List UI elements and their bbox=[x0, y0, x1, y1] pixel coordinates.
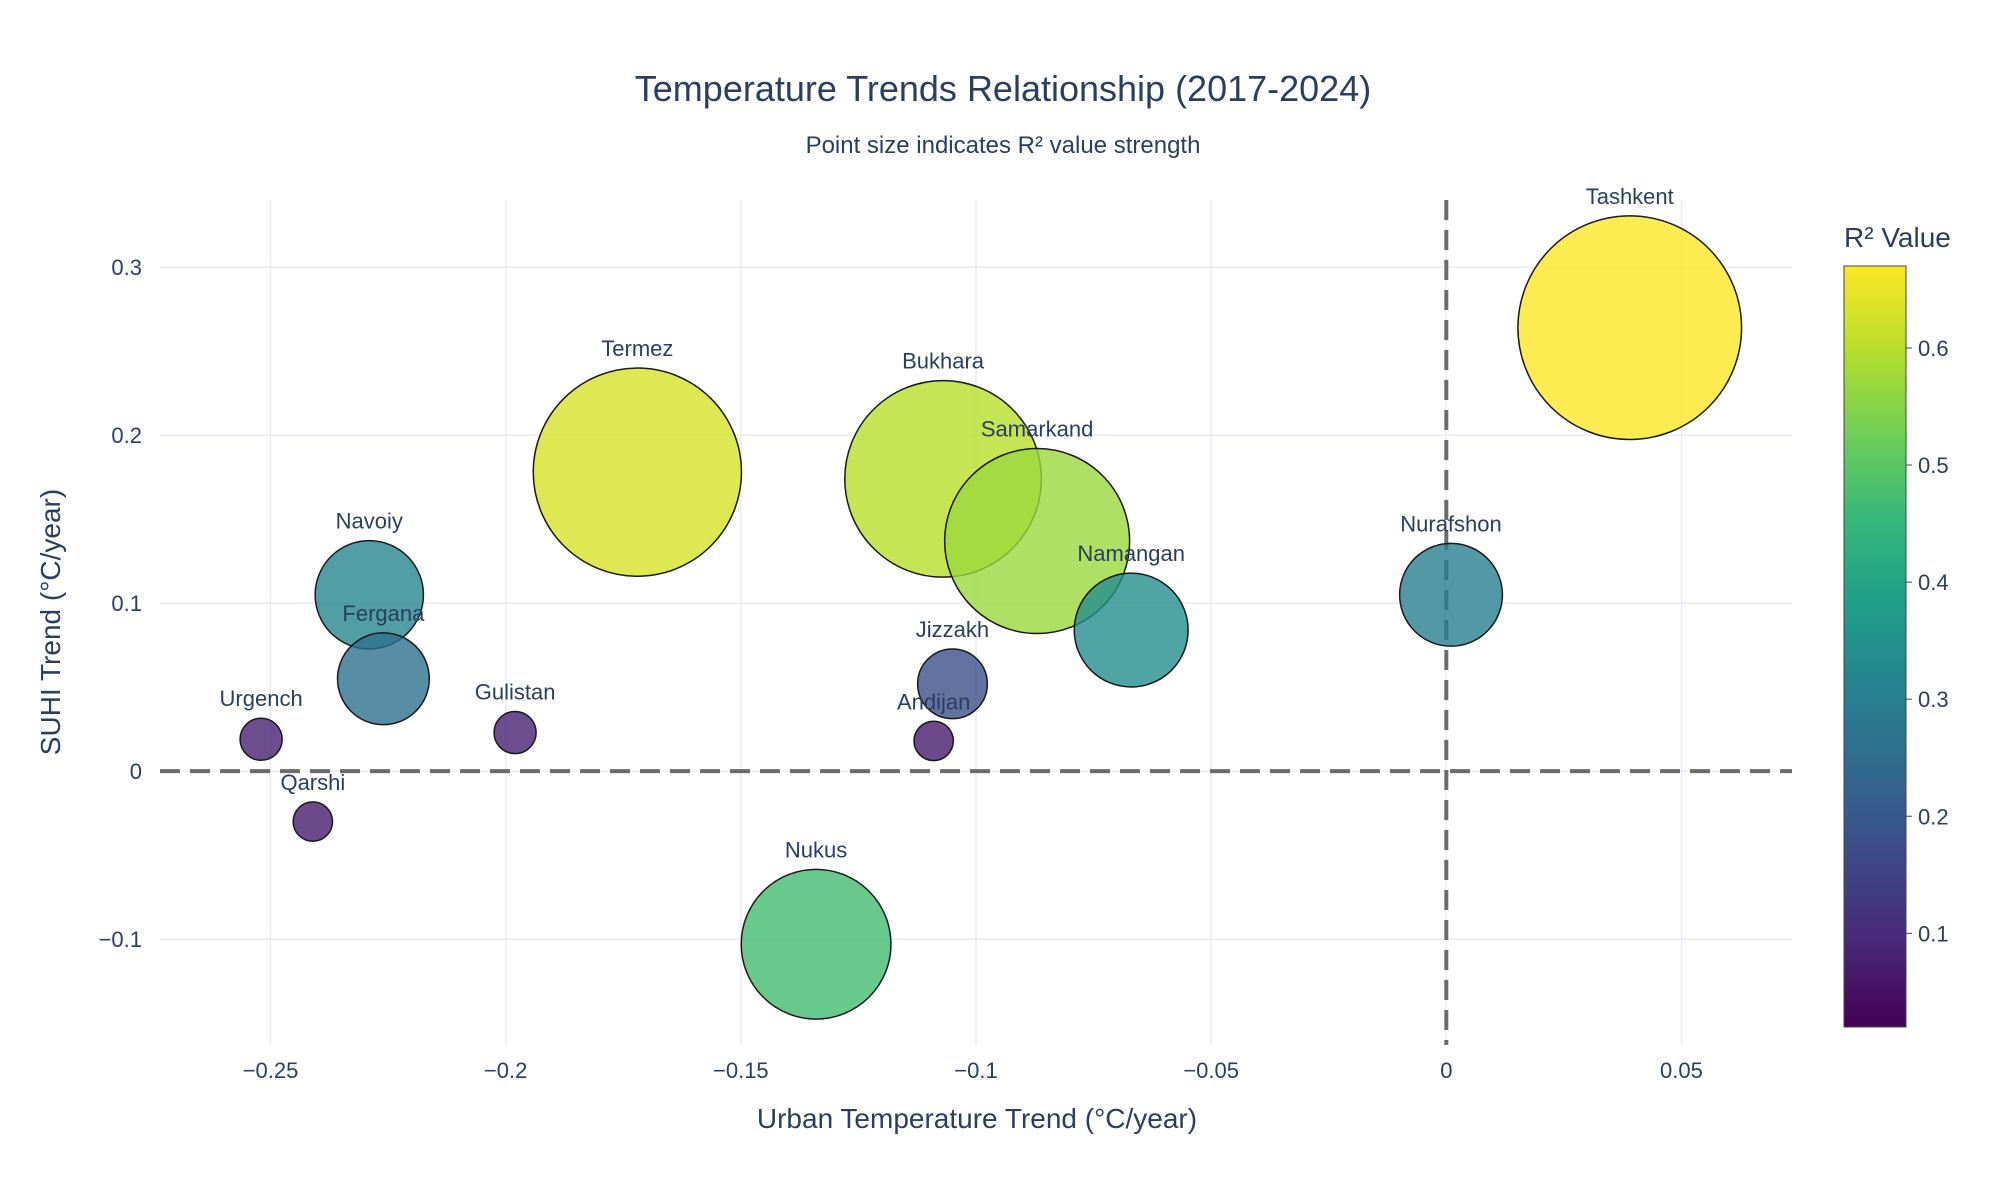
data-point[interactable] bbox=[913, 720, 955, 762]
point-label: Termez bbox=[601, 336, 673, 361]
data-point[interactable] bbox=[292, 801, 334, 842]
data-point[interactable] bbox=[1517, 215, 1743, 441]
point-label: Samarkand bbox=[981, 417, 1094, 442]
colorbar-tick-label: 0.1 bbox=[1918, 921, 1949, 946]
y-tick-label: 0.3 bbox=[111, 255, 142, 280]
colorbar-ticks: 0.1 0.2 0.3 0.4 0.5 0.6 bbox=[1906, 336, 1949, 946]
data-point[interactable] bbox=[740, 868, 892, 1020]
point-label: Gulistan bbox=[475, 679, 556, 704]
x-tick-label: −0.1 bbox=[954, 1058, 997, 1083]
data-points bbox=[239, 215, 1743, 1020]
data-point[interactable] bbox=[314, 539, 425, 650]
x-axis-ticks: −0.25 −0.2 −0.15 −0.1 −0.05 0 0.05 bbox=[243, 1058, 1703, 1083]
point-label: Tashkent bbox=[1586, 184, 1674, 209]
point-labels: Tashkent Termez Bukhara Samarkand Nukus Navoi… bbox=[220, 184, 1674, 862]
y-tick-label: 0 bbox=[130, 759, 142, 784]
x-axis-title: Urban Temperature Trend (°C/year) bbox=[757, 1103, 1197, 1134]
colorbar-tick-label: 0.2 bbox=[1918, 804, 1949, 829]
colorbar-tick-label: 0.6 bbox=[1918, 336, 1949, 361]
data-point[interactable] bbox=[493, 710, 537, 755]
point-label: Nukus bbox=[785, 837, 847, 862]
point-label: Qarshi bbox=[280, 770, 345, 795]
data-point[interactable] bbox=[1398, 542, 1504, 647]
x-tick-label: −0.25 bbox=[243, 1058, 299, 1083]
x-tick-label: −0.05 bbox=[1183, 1058, 1239, 1083]
data-point[interactable] bbox=[916, 648, 989, 720]
point-label: Nurafshon bbox=[1400, 511, 1502, 536]
point-label: Bukhara bbox=[902, 349, 985, 374]
y-tick-label: 0.2 bbox=[111, 423, 142, 448]
colorbar-title: R² Value bbox=[1844, 222, 1951, 253]
data-point[interactable] bbox=[336, 632, 431, 726]
point-label: Namangan bbox=[1077, 541, 1185, 566]
point-label: Fergana bbox=[342, 601, 425, 626]
point-label: Andijan bbox=[897, 689, 970, 714]
chart-title: Temperature Trends Relationship (2017-20… bbox=[635, 68, 1371, 109]
data-point[interactable] bbox=[1073, 572, 1189, 688]
y-axis-ticks: −0.1 0 0.1 0.2 0.3 bbox=[99, 255, 142, 952]
point-label: Urgench bbox=[220, 686, 303, 711]
y-axis-title: SUHI Trend (°C/year) bbox=[35, 489, 66, 755]
x-tick-label: 0 bbox=[1440, 1058, 1452, 1083]
colorbar-tick-label: 0.3 bbox=[1918, 687, 1949, 712]
point-label: Navoiy bbox=[336, 509, 403, 534]
colorbar-gradient bbox=[1843, 265, 1907, 1028]
data-point[interactable] bbox=[943, 447, 1131, 635]
x-tick-label: 0.05 bbox=[1660, 1058, 1703, 1083]
x-tick-label: −0.15 bbox=[713, 1058, 769, 1083]
y-tick-label: −0.1 bbox=[99, 927, 142, 952]
x-tick-label: −0.2 bbox=[484, 1058, 527, 1083]
point-label: Jizzakh bbox=[916, 617, 989, 642]
colorbar-tick-label: 0.5 bbox=[1918, 453, 1949, 478]
data-point[interactable] bbox=[239, 717, 283, 762]
chart-subtitle: Point size indicates R² value strength bbox=[806, 132, 1201, 159]
colorbar-tick-label: 0.4 bbox=[1918, 570, 1949, 595]
data-point[interactable] bbox=[532, 367, 743, 577]
y-tick-label: 0.1 bbox=[111, 591, 142, 616]
colorbar: R² Value 0.1 0.2 0.3 0.4 0.5 0.6 bbox=[1843, 222, 1951, 1028]
